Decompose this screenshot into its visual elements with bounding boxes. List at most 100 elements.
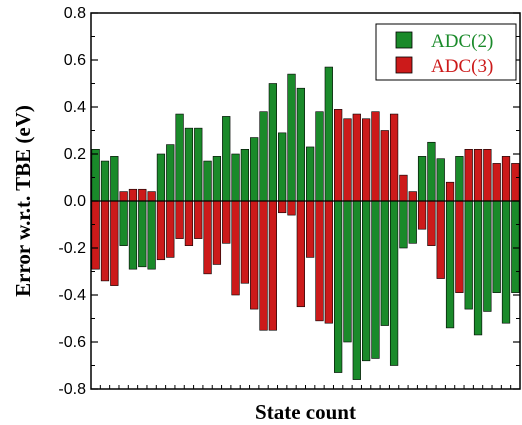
bar-series-1-8 — [156, 153, 166, 202]
bar-series-1-1 — [91, 149, 100, 202]
bar-series-2-43 — [483, 149, 492, 202]
y-tick-label: -0.6 — [58, 334, 86, 351]
bar-series-2-17 — [240, 200, 250, 284]
y-tick-label: -0.4 — [58, 287, 86, 304]
bar-series-2-39 — [445, 181, 455, 202]
bar-series-2-28 — [343, 118, 352, 202]
bar-series-1-17 — [240, 149, 250, 202]
bar-series-2-33 — [389, 113, 399, 202]
bar-series-1-44 — [492, 200, 501, 293]
bar-series-1-10 — [175, 113, 184, 202]
bar-series-2-35 — [408, 191, 417, 202]
bar-series-2-14 — [212, 200, 222, 265]
bar-series-2-9 — [166, 200, 175, 258]
bar-series-1-38 — [436, 158, 445, 202]
bar-series-1-6 — [138, 200, 147, 268]
y-tick-label: 0.0 — [64, 193, 86, 210]
bar-series-1-23 — [296, 87, 305, 202]
y-axis: 0.8 0.6 0.4 0.2 0.0 -0.2 -0.4 -0.6 -0.8 — [58, 5, 520, 398]
bar-series-1-27 — [334, 200, 343, 373]
y-tick-label: 0.4 — [64, 99, 86, 116]
bar-series-2-26 — [324, 200, 333, 324]
bar-series-1-41 — [464, 200, 473, 310]
bar-series-2-23 — [296, 200, 305, 308]
bar-series-1-34 — [399, 200, 408, 249]
bar-series-1-45 — [501, 200, 511, 324]
bar-series-1-40 — [455, 156, 464, 202]
bar-series-1-7 — [147, 200, 156, 270]
y-tick-label: -0.2 — [58, 240, 86, 257]
bar-series-1-13 — [203, 160, 212, 202]
bar-series-1-5 — [128, 200, 138, 270]
bar-series-1-22 — [287, 73, 296, 202]
bar-series-2-15 — [222, 200, 231, 244]
bar-series-2-20 — [268, 200, 277, 331]
bar-series-1-37 — [427, 141, 436, 202]
y-tick-label: -0.8 — [58, 381, 86, 398]
bar-series-1-39 — [445, 200, 455, 329]
bar-series-1-3 — [110, 156, 119, 202]
x-axis — [90, 385, 521, 389]
bar-series-1-21 — [278, 132, 287, 202]
bar-series-2-18 — [250, 200, 259, 310]
bar-series-1-42 — [473, 200, 483, 336]
x-axis-label: State count — [255, 400, 356, 424]
legend-swatch-1 — [395, 31, 413, 49]
bar-series-1-24 — [306, 146, 315, 202]
bar-series-2-31 — [371, 111, 380, 202]
bar-series-2-6 — [138, 188, 147, 202]
bar-series-2-19 — [259, 200, 268, 331]
bar-series-1-30 — [361, 200, 371, 362]
bar-series-1-29 — [352, 200, 361, 380]
bar-series-2-45 — [501, 156, 511, 202]
bar-series-1-31 — [371, 200, 380, 359]
bar-series-2-13 — [203, 200, 212, 275]
bar-series-2-40 — [455, 200, 464, 293]
bar-series-2-32 — [380, 130, 389, 202]
legend: ADC(2) ADC(3) — [375, 23, 517, 81]
bar-series-1-35 — [408, 200, 417, 244]
bar-series-2-46 — [511, 163, 520, 202]
bar-series-2-5 — [128, 188, 138, 202]
y-tick-label: 0.8 — [64, 5, 86, 22]
bar-series-1-26 — [324, 66, 333, 202]
bar-series-1-9 — [166, 144, 175, 202]
bar-series-2-8 — [156, 200, 166, 261]
bar-series-2-38 — [436, 200, 445, 279]
bar-series-1-16 — [231, 153, 240, 202]
bar-series-2-36 — [417, 200, 427, 230]
legend-swatch-2 — [395, 56, 413, 74]
bar-series-2-11 — [184, 200, 194, 246]
bar-series-1-2 — [100, 160, 110, 202]
bar-series-2-7 — [147, 191, 156, 202]
bar-series-1-25 — [315, 111, 324, 202]
bar-series-1-32 — [380, 200, 389, 326]
bar-series-1-46 — [511, 200, 520, 293]
bar-series-2-44 — [492, 163, 501, 202]
bar-series-1-20 — [268, 83, 277, 202]
y-tick-label: 0.2 — [64, 146, 86, 163]
bar-series-2-27 — [334, 109, 343, 202]
bar-series-2-2 — [100, 200, 110, 282]
bar-series-1-11 — [184, 127, 194, 202]
bar-series-2-25 — [315, 200, 324, 322]
bar-series-1-14 — [212, 156, 222, 202]
bar-series-2-37 — [427, 200, 436, 246]
bar-series-1-28 — [343, 200, 352, 343]
bar-series-1-33 — [389, 200, 399, 366]
bar-series-2-10 — [175, 200, 184, 239]
bar-series-2-4 — [119, 191, 128, 202]
bar-series-2-34 — [399, 174, 408, 202]
bars-group — [91, 66, 520, 380]
bar-series-2-16 — [231, 200, 240, 296]
bar-series-1-43 — [483, 200, 492, 312]
y-axis-label: Error w.r.t. TBE (eV) — [11, 105, 35, 297]
bar-series-1-12 — [194, 127, 203, 202]
bar-series-2-3 — [110, 200, 119, 286]
y-tick-label: 0.6 — [64, 52, 86, 69]
bar-series-1-36 — [417, 156, 427, 202]
bar-series-2-29 — [352, 113, 361, 202]
bar-series-2-22 — [287, 200, 296, 216]
bar-series-2-30 — [361, 118, 371, 202]
